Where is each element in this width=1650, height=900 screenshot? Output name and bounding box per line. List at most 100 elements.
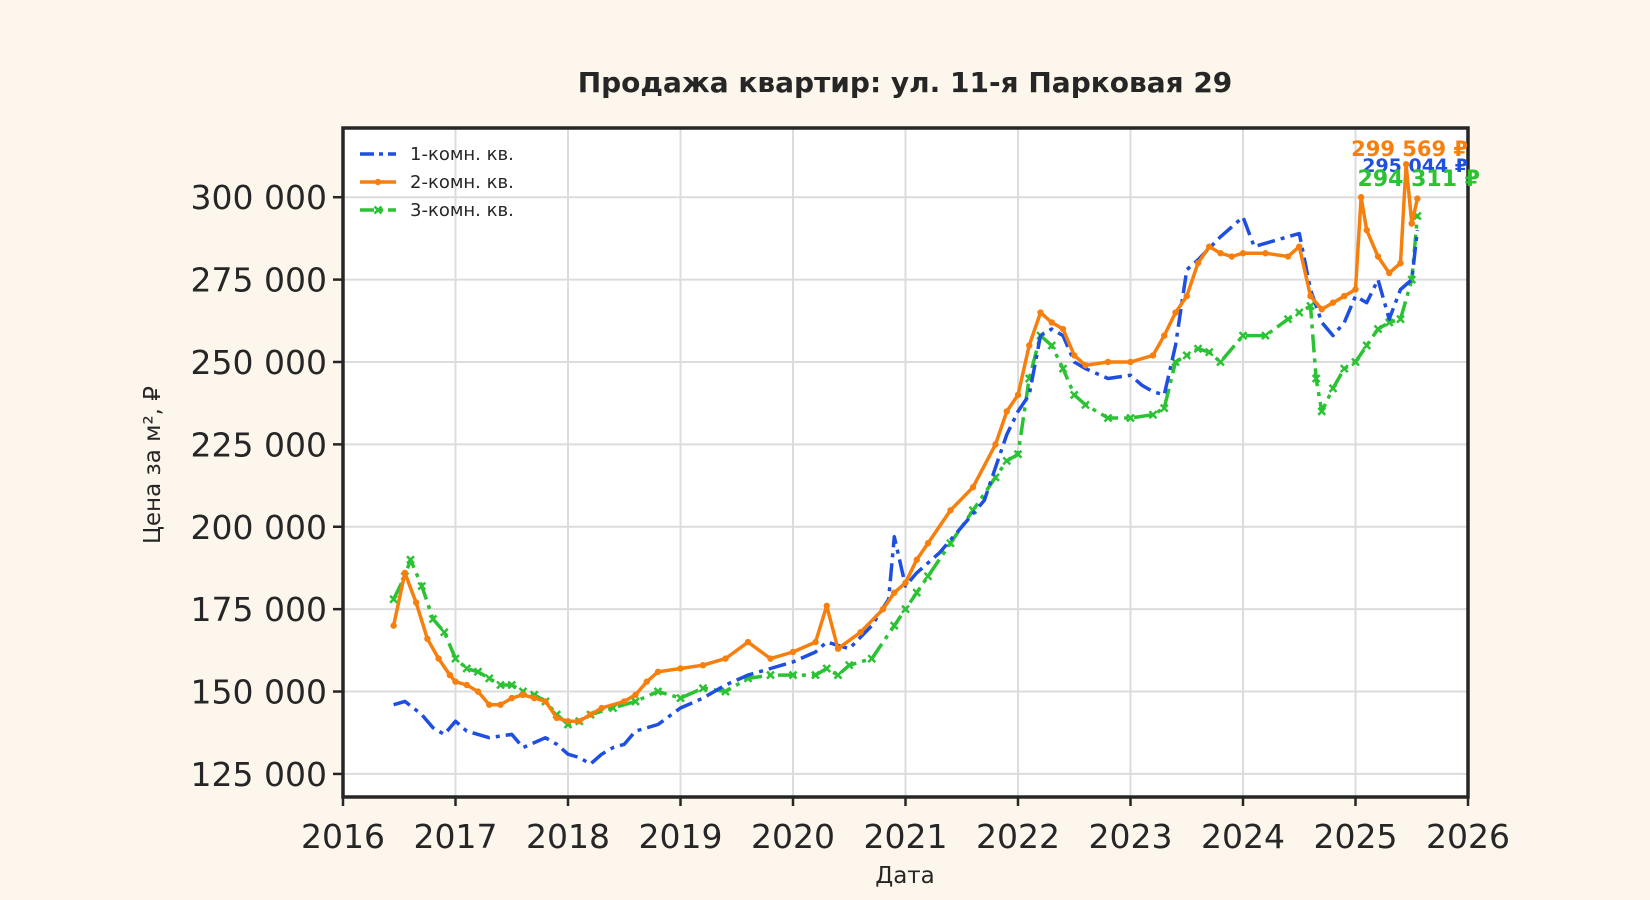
data-point <box>946 538 955 548</box>
data-point <box>1339 364 1349 373</box>
data-point <box>1194 259 1202 267</box>
data-point <box>1013 449 1023 459</box>
data-point <box>496 680 505 690</box>
data-point <box>1351 357 1360 367</box>
data-point <box>1058 364 1068 373</box>
data-point <box>1206 243 1213 250</box>
data-point <box>1341 292 1348 300</box>
x-tick-label: 2024 <box>1201 817 1285 856</box>
data-point <box>1217 250 1224 257</box>
data-point <box>598 704 605 712</box>
data-point <box>1307 292 1314 300</box>
data-point <box>463 681 470 689</box>
data-point <box>1104 358 1112 366</box>
data-point <box>542 698 549 705</box>
data-point <box>486 701 493 708</box>
data-point <box>677 665 684 672</box>
data-point <box>867 654 877 663</box>
data-point <box>699 661 707 669</box>
data-point <box>1003 408 1010 415</box>
data-point <box>879 605 887 613</box>
y-tick-label: 175 000 <box>191 590 327 629</box>
x-tick-label: 2018 <box>526 817 610 856</box>
x-tick-label: 2016 <box>301 817 385 856</box>
data-point <box>412 599 420 606</box>
data-point <box>913 556 920 563</box>
data-point <box>1216 357 1225 367</box>
data-point <box>1048 319 1055 326</box>
data-point <box>417 581 427 591</box>
data-point <box>744 638 752 646</box>
data-point <box>553 714 560 722</box>
data-point <box>1414 195 1421 202</box>
data-point <box>508 694 515 702</box>
data-point <box>1328 383 1338 393</box>
data-point <box>1397 259 1404 267</box>
data-point <box>1318 306 1325 313</box>
end-value-label: 299 569 ₽ <box>1351 137 1468 161</box>
data-point <box>924 540 932 547</box>
series-1 <box>393 215 1420 766</box>
data-point <box>424 635 431 643</box>
x-tick-label: 2020 <box>751 817 835 856</box>
data-point <box>1357 194 1365 201</box>
data-point <box>1294 308 1304 317</box>
data-point <box>1261 331 1270 341</box>
data-point <box>1352 286 1359 293</box>
legend-item: 3-комн. кв. <box>360 200 514 221</box>
data-point <box>1329 299 1337 306</box>
data-point <box>389 594 399 604</box>
data-point <box>1081 400 1090 410</box>
data-point <box>992 441 999 448</box>
data-point <box>1127 358 1134 366</box>
y-tick-label: 225 000 <box>191 425 327 464</box>
data-point <box>484 673 494 683</box>
data-point <box>1306 301 1315 311</box>
end-value-label: 295 044 ₽ <box>1362 155 1468 177</box>
data-point <box>401 569 409 577</box>
legend: 1-комн. кв. 2-комн. кв. 3-комн. кв. <box>360 144 514 221</box>
x-tick-label: 2026 <box>1426 817 1510 856</box>
data-point <box>698 683 708 693</box>
data-point <box>1238 331 1248 341</box>
data-point <box>767 655 774 662</box>
series-line <box>393 215 1420 766</box>
y-tick-label: 150 000 <box>191 673 327 712</box>
data-point <box>643 678 650 685</box>
data-point <box>374 178 382 186</box>
data-point <box>902 579 909 586</box>
data-point <box>923 571 933 581</box>
data-point <box>446 671 454 679</box>
data-point <box>1408 220 1415 227</box>
data-point <box>1284 253 1292 260</box>
data-point <box>857 629 864 636</box>
data-point <box>576 718 583 725</box>
data-point <box>1317 407 1327 416</box>
y-tick-label: 250 000 <box>191 343 327 382</box>
data-point <box>531 694 538 702</box>
data-point <box>823 602 830 610</box>
x-tick-label: 2022 <box>976 817 1060 856</box>
data-point <box>1262 250 1269 257</box>
series-layer <box>389 161 1422 766</box>
data-point <box>1386 269 1393 277</box>
data-point <box>473 667 483 677</box>
data-point <box>1037 309 1044 316</box>
end-value-label: 294 311 ₽ <box>1358 167 1480 192</box>
data-point <box>1161 332 1168 339</box>
data-point <box>811 670 820 680</box>
data-point <box>1148 410 1158 420</box>
data-point <box>1193 344 1203 354</box>
y-tick-label: 300 000 <box>191 178 327 217</box>
data-point <box>1363 226 1370 234</box>
data-point <box>1204 347 1214 357</box>
data-point <box>451 654 460 663</box>
y-axis-label: Цена за м², ₽ <box>140 386 166 544</box>
axis-ticks: 2016 2017 2018 2019 2020 2021 2022 2023 2024 2025… <box>191 178 1510 856</box>
data-point <box>1059 325 1067 333</box>
data-point <box>1026 342 1033 349</box>
data-point <box>1014 391 1022 399</box>
data-point <box>507 680 517 690</box>
end-value-labels: 295 044 ₽299 569 ₽ 294 311 ₽ <box>1351 137 1480 192</box>
